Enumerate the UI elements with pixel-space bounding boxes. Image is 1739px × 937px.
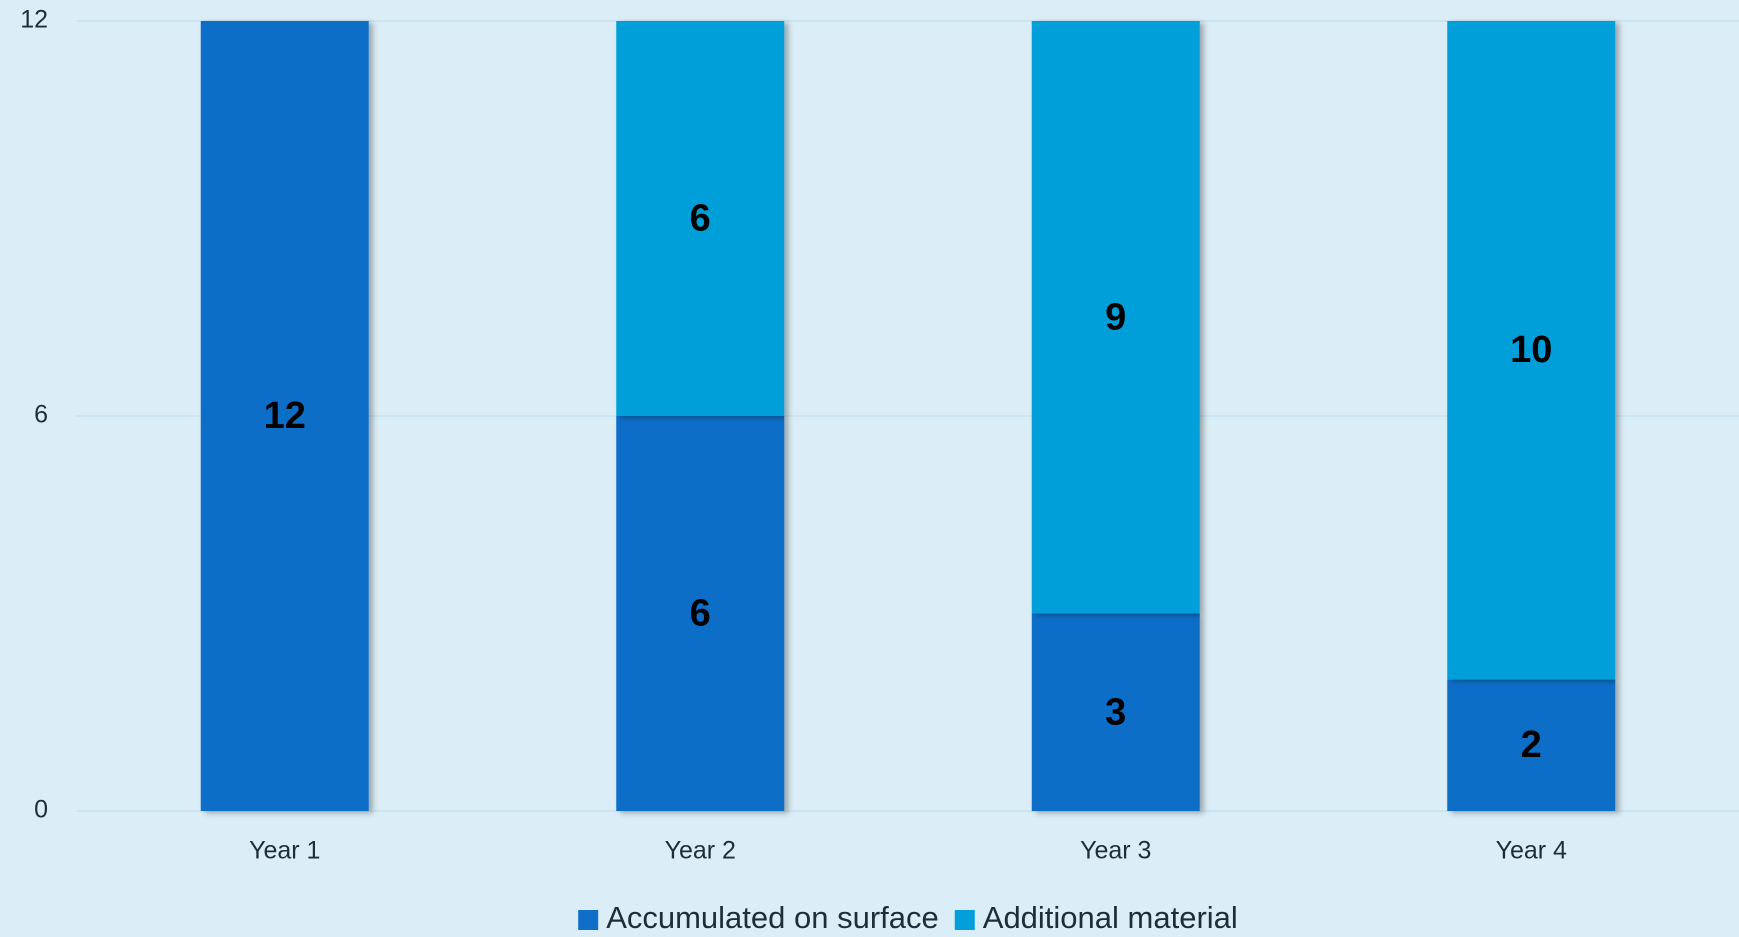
x-tick-label: Year 2 (665, 837, 736, 865)
data-label: 6 (690, 198, 711, 240)
y-tick-label: 0 (34, 796, 48, 824)
legend-label: Additional material (983, 900, 1238, 935)
data-label: 2 (1521, 724, 1542, 766)
bar-segment (616, 416, 785, 811)
data-label: 10 (1510, 329, 1552, 371)
bar-segment (200, 21, 369, 811)
x-tick-label: Year 1 (249, 837, 320, 865)
data-label: 9 (1105, 296, 1126, 338)
y-tick-label: 12 (20, 6, 48, 34)
bar-segment (1031, 21, 1200, 614)
legend-label: Accumulated on surface (606, 900, 939, 935)
legend-swatch (954, 910, 975, 930)
bar-segment (1447, 21, 1616, 680)
bar-segment (616, 21, 785, 416)
x-tick-label: Year 4 (1496, 837, 1567, 865)
bar-segment (1447, 679, 1616, 811)
data-label: 6 (690, 593, 711, 635)
bar-segment (1031, 613, 1200, 811)
data-label: 3 (1105, 691, 1126, 733)
legend-swatch (578, 910, 599, 930)
x-tick-label: Year 3 (1080, 837, 1151, 865)
y-tick-label: 6 (34, 401, 48, 429)
data-label: 12 (264, 395, 306, 437)
